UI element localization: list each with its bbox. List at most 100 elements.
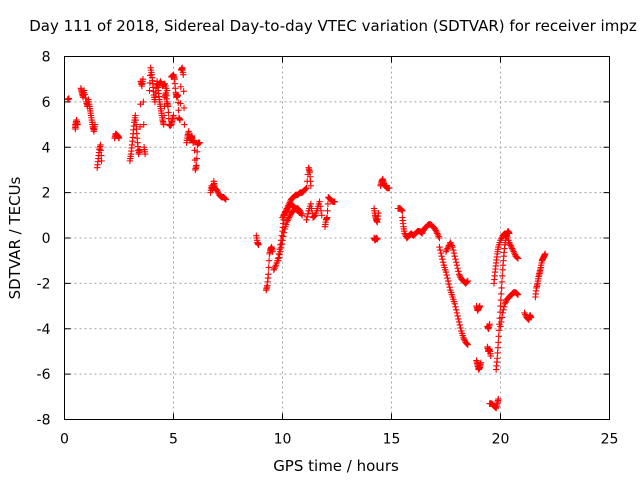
data-point: [278, 240, 285, 248]
y-tick-label: -2: [37, 276, 51, 292]
data-point: [437, 249, 445, 257]
data-point: [164, 103, 172, 110]
data-point: [310, 213, 317, 221]
data-point: [439, 255, 446, 263]
y-tick-label: -8: [37, 413, 51, 429]
data-point: [495, 333, 502, 340]
data-point: [275, 254, 283, 261]
data-point: [506, 240, 514, 248]
data-point: [453, 309, 461, 317]
data-point: [451, 252, 458, 260]
data-point: [170, 112, 177, 119]
data-point: [115, 134, 123, 142]
data-point: [510, 248, 517, 255]
x-tick-label: 5: [169, 432, 178, 448]
data-point: [541, 250, 549, 258]
data-point: [436, 246, 444, 254]
data-point: [296, 209, 304, 217]
data-point: [450, 249, 458, 257]
data-point: [506, 239, 513, 246]
data-point: [193, 148, 201, 155]
data-point: [452, 255, 459, 263]
data-point: [98, 157, 105, 165]
data-point: [318, 212, 325, 219]
data-point: [435, 233, 442, 240]
data-point: [317, 203, 324, 210]
data-point: [214, 188, 222, 196]
y-tick-label: 4: [42, 140, 51, 156]
data-point: [450, 246, 457, 254]
data-point: [456, 272, 464, 280]
data-point: [174, 91, 182, 99]
data-point: [501, 300, 509, 307]
y-tick-label: -4: [37, 322, 51, 338]
data-point: [495, 395, 502, 403]
y-axis-label: SDTVAR / TECUs: [6, 176, 24, 299]
data-point: [386, 184, 393, 192]
data-point: [446, 283, 453, 291]
x-tick-label: 15: [383, 432, 401, 448]
data-point: [486, 321, 493, 328]
data-point: [303, 184, 310, 192]
data-point: [498, 290, 505, 298]
chart-title: Day 111 of 2018, Sidereal Day-to-day VTE…: [29, 17, 637, 35]
data-point: [146, 87, 153, 94]
data-point: [279, 237, 286, 244]
data-point: [324, 207, 331, 214]
data-point: [81, 91, 89, 98]
data-point: [221, 195, 229, 202]
data-point: [280, 233, 287, 240]
data-point: [265, 264, 272, 271]
data-point: [507, 242, 514, 249]
data-point: [74, 121, 81, 128]
data-point: [286, 212, 293, 220]
x-tick-label: 25: [601, 432, 619, 448]
data-point: [272, 263, 279, 270]
data-point: [191, 137, 198, 144]
data-point: [457, 324, 464, 332]
data-point: [439, 259, 447, 266]
data-point: [514, 255, 522, 262]
data-point: [444, 274, 451, 282]
data-point: [160, 81, 168, 88]
data-point: [431, 225, 439, 233]
data-point: [419, 228, 426, 236]
data-point: [463, 279, 470, 286]
data-point: [139, 75, 147, 83]
data-point: [438, 252, 445, 260]
data-point: [279, 214, 286, 221]
data-point: [401, 230, 408, 237]
data-point: [193, 155, 200, 162]
data-point: [177, 83, 184, 90]
data-point: [454, 265, 461, 272]
data-point: [502, 299, 509, 306]
data-point: [436, 243, 443, 251]
data-point: [277, 248, 284, 255]
data-point: [464, 341, 471, 348]
data-point: [285, 215, 292, 223]
data-point: [521, 309, 528, 317]
data-point: [302, 185, 309, 193]
data-point: [454, 312, 461, 320]
x-axis-label: GPS time / hours: [273, 457, 399, 475]
data-point: [447, 240, 455, 248]
data-point: [308, 205, 315, 212]
data-point: [460, 336, 468, 343]
data-point: [284, 217, 291, 224]
data-point: [176, 116, 184, 124]
data-point: [140, 121, 147, 128]
data-point: [82, 94, 89, 102]
data-point: [196, 139, 203, 146]
data-point: [449, 243, 456, 251]
data-point: [455, 318, 463, 326]
data-point: [455, 268, 462, 275]
data-point: [455, 315, 462, 323]
data-point: [271, 265, 278, 272]
data-point: [180, 104, 188, 112]
data-point: [452, 259, 460, 266]
data-point: [452, 306, 460, 314]
data-point: [514, 254, 521, 261]
data-point: [463, 340, 471, 348]
data-series: [64, 64, 549, 412]
data-point: [511, 249, 518, 257]
